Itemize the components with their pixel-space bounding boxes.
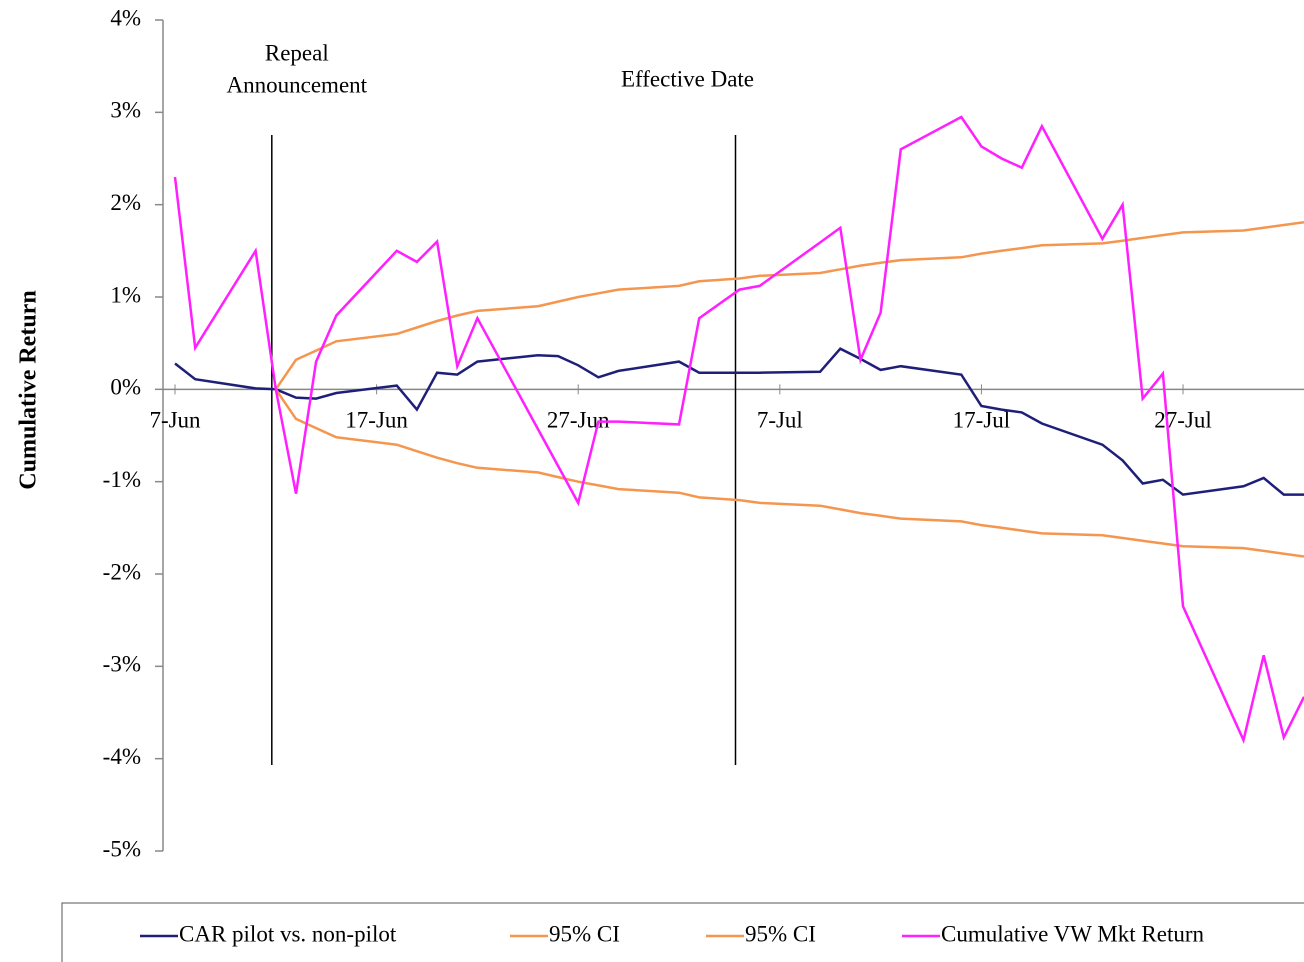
y-tick-label: 2% (110, 190, 141, 215)
legend-label: 95% CI (549, 921, 620, 946)
y-tick-label: 1% (110, 282, 141, 307)
y-tick-label: -5% (103, 836, 141, 861)
legend-label: CAR pilot vs. non-pilot (179, 921, 397, 946)
y-tick-label: 0% (110, 375, 141, 400)
legend-box (61, 902, 1304, 962)
legend-label: Cumulative VW Mkt Return (941, 921, 1204, 946)
x-tick-label: 7-Jul (757, 408, 803, 433)
y-tick-label: -2% (103, 559, 141, 584)
event-label: Repeal (265, 40, 329, 65)
y-tick-label: 4% (110, 5, 141, 30)
y-tick-label: -3% (103, 652, 141, 677)
event-label: Effective Date (621, 66, 754, 91)
series-line (274, 388, 1304, 558)
series-line (173, 115, 1304, 745)
x-tick-label: 7-Jun (149, 408, 201, 433)
x-tick-label: 27-Jun (547, 408, 610, 433)
y-tick-label: 3% (110, 98, 141, 123)
series-line (274, 220, 1304, 391)
event-label: Announcement (227, 72, 368, 97)
y-tick-label: -1% (103, 467, 141, 492)
x-tick-label: 17-Jun (345, 408, 408, 433)
series-line (174, 347, 1304, 496)
x-tick-label: 27-Jul (1154, 408, 1212, 433)
y-tick-label: -4% (103, 744, 141, 769)
x-tick-label: 17-Jul (953, 408, 1011, 433)
legend-label: 95% CI (745, 921, 816, 946)
y-axis-label: Cumulative Return (16, 290, 42, 489)
